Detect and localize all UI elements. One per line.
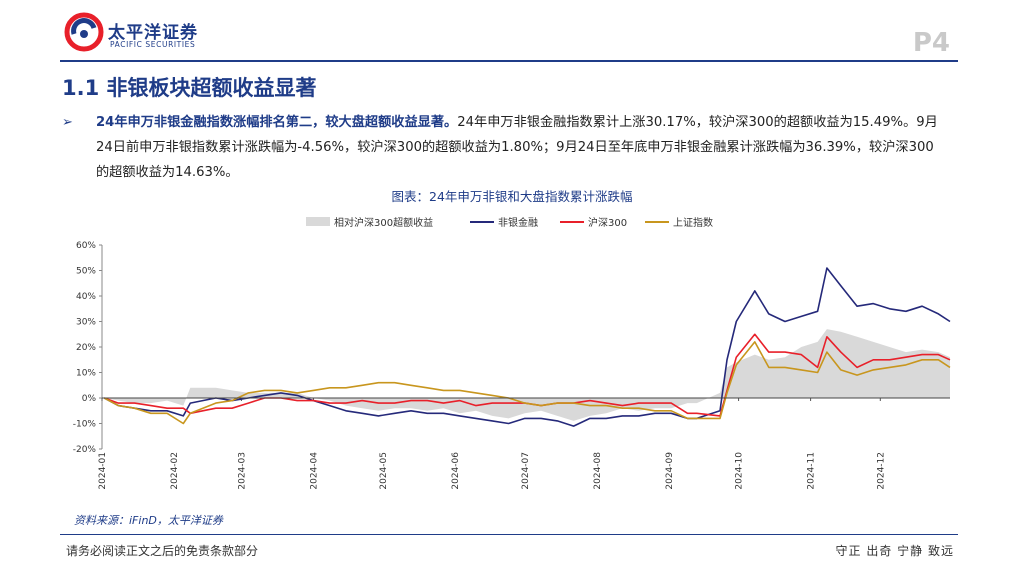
footer-motto: 守正 出奇 宁静 致远 xyxy=(835,544,954,558)
x-tick-label: 2024-04 xyxy=(309,452,319,490)
y-tick-label: 40% xyxy=(76,292,96,302)
x-tick-label: 2024-10 xyxy=(735,452,745,490)
x-tick-label: 2024-05 xyxy=(379,452,389,490)
x-tick-label: 2024-11 xyxy=(807,452,817,490)
legend-label: 相对沪深300超额收益 xyxy=(334,216,433,229)
y-tick-label: 10% xyxy=(76,369,96,379)
legend-label: 非银金融 xyxy=(498,216,538,229)
summary-bullet: ➢ 24年申万非银金融指数涨幅排名第二，较大盘超额收益显著。24年申万非银金融指… xyxy=(62,110,946,185)
y-tick-label: 30% xyxy=(76,318,96,328)
x-tick-label: 2024-07 xyxy=(521,452,531,490)
y-tick-label: 50% xyxy=(76,267,96,277)
y-tick-label: 0% xyxy=(82,394,97,404)
logo-text-cn: 太平洋证券 xyxy=(108,23,198,43)
x-tick-label: 2024-02 xyxy=(170,452,180,490)
x-tick-label: 2024-03 xyxy=(237,452,247,490)
y-tick-label: 20% xyxy=(76,343,96,353)
y-tick-label: 60% xyxy=(76,241,96,251)
section-title: 1.1 非银板块超额收益显著 xyxy=(62,76,317,100)
page-number: P4 xyxy=(912,28,950,58)
company-logo: 太平洋证券 PACIFIC SECURITIES xyxy=(64,12,204,52)
footer-divider xyxy=(60,534,958,535)
bullet-text: 24年申万非银金融指数涨幅排名第二，较大盘超额收益显著。24年申万非银金融指数累… xyxy=(96,110,946,185)
bullet-body: 24年申万非银金融指数累计上涨30.17%，较沪深300的超额收益为15.49%… xyxy=(96,115,938,180)
y-tick-label: -20% xyxy=(73,445,97,455)
x-tick-label: 2024-08 xyxy=(593,452,603,490)
logo-text-en: PACIFIC SECURITIES xyxy=(110,40,196,49)
plot-area: 60% 50% 40% 30% 20% 10% 0% -10% -20%2024-01 2024-… xyxy=(73,241,951,490)
legend-swatch-excess xyxy=(306,217,330,226)
x-tick-label: 2024-01 xyxy=(98,452,108,490)
legend-label: 沪深300 xyxy=(588,216,627,229)
data-source: 资料来源：iFinD，太平洋证券 xyxy=(74,514,223,527)
legend-label: 上证指数 xyxy=(673,216,713,229)
series-area-excess-return xyxy=(104,329,951,421)
title-divider xyxy=(60,60,958,62)
y-tick-label: -10% xyxy=(73,420,97,430)
x-tick-label: 2024-09 xyxy=(665,452,675,490)
series-line-3 xyxy=(103,341,951,425)
bullet-arrow-icon: ➢ xyxy=(62,115,73,130)
x-tick-label: 2024-12 xyxy=(876,452,886,490)
pacific-securities-logo-icon xyxy=(64,12,104,52)
bullet-bold-lead: 24年申万非银金融指数涨幅排名第二，较大盘超额收益显著。 xyxy=(96,115,458,130)
footer-disclaimer: 请务必阅读正文之后的免责条款部分 xyxy=(66,544,259,558)
chart-title: 图表：24年申万非银和大盘指数累计涨跌幅 xyxy=(391,189,633,204)
x-tick-label: 2024-06 xyxy=(451,452,461,490)
chart-legend: 相对沪深300超额收益 非银金融 沪深300 上证指数 xyxy=(306,216,713,229)
